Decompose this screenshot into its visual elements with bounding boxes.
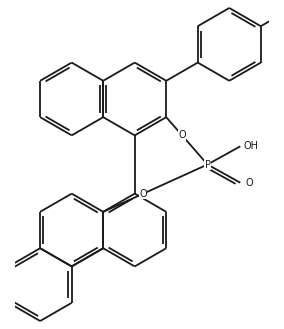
Text: O: O [246, 178, 253, 188]
Text: O: O [178, 130, 186, 140]
Text: O: O [139, 189, 147, 199]
Text: OH: OH [244, 141, 259, 151]
Text: P: P [204, 160, 210, 169]
